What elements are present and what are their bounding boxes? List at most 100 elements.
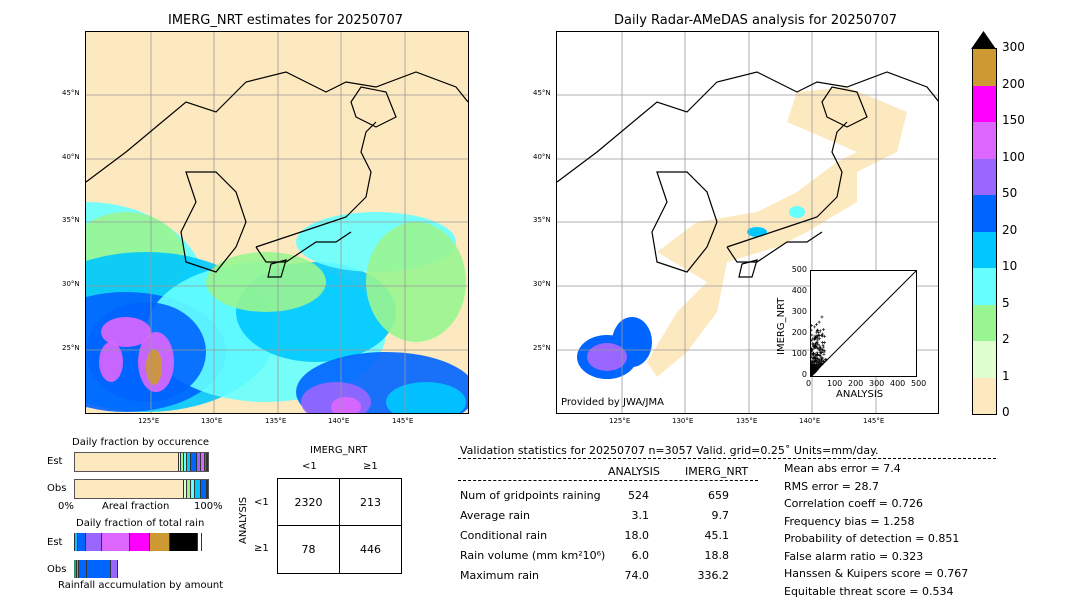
scatter-point [822,350,826,354]
occ-segment [75,453,179,471]
lat-tick-label: 30°N [533,280,551,288]
occ-segment [190,480,195,498]
tr-est-bar [74,533,207,551]
scatter-point [817,320,821,324]
scatter-point [814,344,818,348]
scatter-point [811,352,815,356]
lon-tick-label: 140°E [799,417,821,425]
lat-tick-label: 40°N [62,153,80,161]
occ-segment [206,453,208,471]
stats-col-imerg: IMERG_NRT [685,465,749,478]
tr-segment [79,560,88,578]
colorbar-segment [973,268,996,305]
scatter-point [809,328,813,332]
colorbar-label: 1 [1002,368,1010,383]
cont-cell: 446 [339,525,402,574]
tr-obs-label: Obs [47,564,67,575]
scatter-point [810,352,814,356]
scatter-point [815,363,819,367]
scatter-point [812,356,816,360]
lon-tick-label: 130°E [672,417,694,425]
lon-tick-label: 125°E [138,417,160,425]
occ-segment [184,453,187,471]
scatter-point [810,364,814,368]
cont-row-0: <1 [254,497,269,508]
score-line: Frequency bias = 1.258 [784,514,915,528]
scatter-point [819,354,823,358]
left-map-title: IMERG_NRT estimates for 20250707 [168,13,404,28]
lon-tick-label: 125°E [609,417,631,425]
scatter-point [820,357,824,361]
cont-row-1: ≥1 [254,543,269,554]
scatter-point [812,351,816,355]
rain-area [146,349,162,385]
occ-segment [184,480,187,498]
scatter-point [823,341,827,345]
tr-segment [85,533,102,551]
occ-segment [190,453,198,471]
lon-tick-label: 130°E [201,417,223,425]
scatter-point [820,340,824,344]
colorbar-segment [973,158,996,195]
occ-xlabel: Areal fraction [102,501,170,512]
scatter-point [814,341,818,345]
scatter-point [822,328,826,332]
scatter-point [809,370,813,374]
tr-obs-bar [74,560,207,578]
cont-row-title: ANALYSIS [238,496,249,544]
colorbar-segment [973,304,996,341]
occ-obs-label: Obs [47,483,67,494]
right-map-title: Daily Radar-AMeDAS analysis for 20250707 [614,13,897,28]
colorbar-label: 100 [1002,149,1025,164]
scatter-point [821,360,825,364]
occ-segment [201,453,206,471]
occ-segment [194,480,202,498]
scatter-point [812,363,816,367]
score-line: False alarm ratio = 0.323 [784,549,924,563]
scatter-point [810,324,814,328]
occ-segment [205,453,207,471]
scatter-point [815,360,819,364]
colorbar [972,48,997,415]
cont-cell: 2320 [277,478,340,526]
scatter-point [812,346,816,350]
colorbar-segment [973,231,996,268]
rain-area [101,317,151,347]
coastline [557,71,938,278]
scatter-point [814,368,818,372]
stat-imerg-value: 336.2 [697,569,730,582]
scatter-point [824,358,828,362]
colorbar-segment [973,85,996,122]
scatter-point [810,333,814,337]
cont-cell: 78 [277,525,340,574]
colorbar-label: 20 [1002,222,1018,237]
stat-analysis-value: 18.0 [624,529,650,542]
scatter-point [812,365,816,369]
scatter-point [813,337,817,341]
scatter-plot [809,270,917,378]
lat-tick-label: 45°N [62,89,80,97]
stats-header: Validation statistics for 20250707 n=305… [460,444,879,457]
stat-label: Num of gridpoints raining [460,489,601,502]
colorbar-extend-arrow [971,31,996,49]
lon-tick-label: 145°E [863,417,885,425]
lat-tick-label: 35°N [533,216,551,224]
scatter-point [813,325,817,329]
colorbar-label: 5 [1002,295,1010,310]
scatter-xtick: 500 [911,379,927,388]
scatter-point [819,334,823,338]
scatter-xtick: 200 [848,379,864,388]
lat-tick-label: 40°N [533,153,551,161]
totalrain-title: Daily fraction of total rain [76,518,205,529]
occ-segment [178,453,182,471]
scatter-point [814,358,818,362]
lat-tick-label: 30°N [62,280,80,288]
colorbar-label: 150 [1002,113,1025,127]
scatter-ytick: 0 [801,370,807,379]
scatter-point [814,353,818,357]
scatter-point [817,358,821,362]
rain-area [331,397,361,413]
colorbar-segment [973,341,996,378]
scatter-point [809,338,813,342]
